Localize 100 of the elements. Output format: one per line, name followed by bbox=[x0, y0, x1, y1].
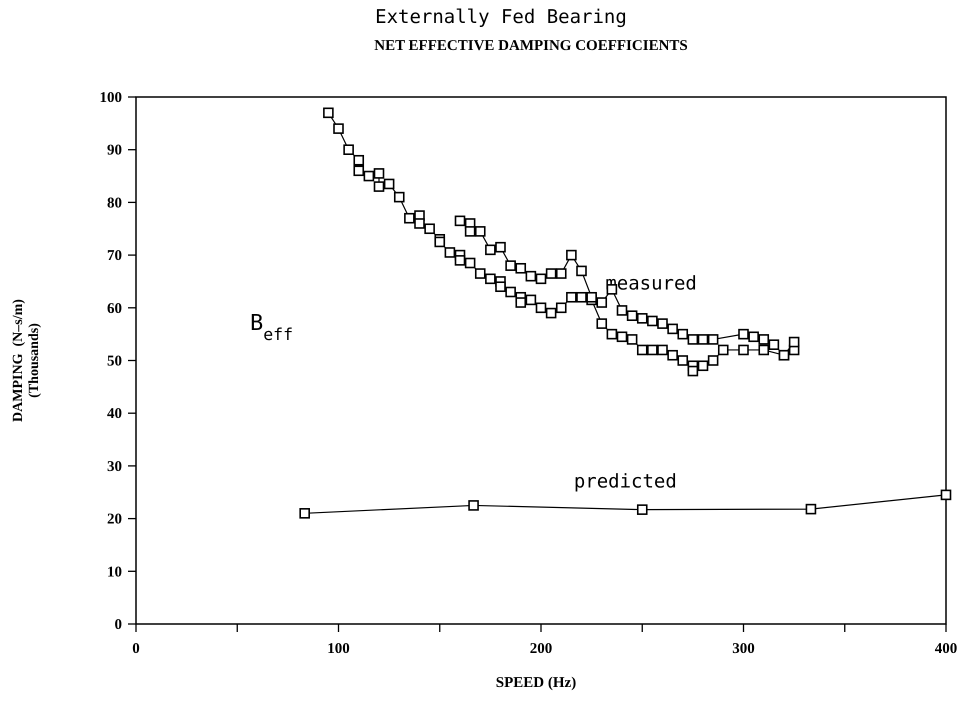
point bbox=[526, 294, 536, 306]
x-axis-title: SPEED (Hz) bbox=[496, 675, 576, 691]
point bbox=[444, 247, 456, 258]
point bbox=[374, 181, 384, 192]
point bbox=[788, 336, 800, 348]
point bbox=[566, 250, 577, 260]
y-tick-label: 0 bbox=[114, 617, 122, 633]
y-tick-label: 60 bbox=[107, 300, 122, 317]
point bbox=[636, 313, 648, 324]
y-axis-title: DAMPING (N–s/m) (Thousands) bbox=[11, 298, 42, 422]
point bbox=[404, 212, 415, 224]
point bbox=[495, 281, 506, 292]
series-label: predicted bbox=[574, 470, 677, 493]
point bbox=[323, 108, 334, 118]
y-tick-label: 30 bbox=[107, 458, 122, 475]
point bbox=[353, 154, 364, 166]
x-tick-label: 200 bbox=[530, 641, 552, 657]
point bbox=[667, 350, 678, 361]
point bbox=[667, 324, 678, 334]
point bbox=[698, 360, 708, 372]
point bbox=[299, 508, 310, 519]
point bbox=[515, 297, 526, 308]
point bbox=[626, 334, 638, 345]
point bbox=[768, 339, 780, 350]
point bbox=[596, 297, 608, 308]
y-tick-label: 80 bbox=[107, 195, 122, 212]
point bbox=[647, 316, 658, 326]
point bbox=[708, 355, 718, 366]
point bbox=[606, 328, 618, 340]
y-tick-label: 50 bbox=[107, 354, 122, 370]
point bbox=[657, 318, 668, 329]
point bbox=[688, 334, 698, 345]
point bbox=[384, 178, 394, 190]
point bbox=[464, 226, 476, 237]
point bbox=[374, 168, 384, 179]
point bbox=[596, 318, 608, 329]
y-tick-label: 10 bbox=[107, 564, 122, 580]
point bbox=[738, 344, 749, 356]
point bbox=[495, 242, 506, 252]
chart-title: Externally Fed Bearing bbox=[375, 6, 627, 28]
point bbox=[698, 334, 708, 345]
x-tick-label: 400 bbox=[934, 641, 958, 657]
point bbox=[647, 344, 658, 356]
point bbox=[688, 366, 698, 376]
point bbox=[806, 504, 816, 514]
point bbox=[758, 344, 770, 356]
point bbox=[364, 170, 374, 182]
point bbox=[566, 292, 577, 303]
chart-subtitle: NET EFFECTIVE DAMPING COEFFICIENTS bbox=[374, 38, 688, 54]
y-tick-label: 100 bbox=[100, 90, 122, 106]
point bbox=[616, 305, 628, 316]
point bbox=[636, 504, 648, 515]
point bbox=[333, 123, 344, 134]
point bbox=[505, 260, 516, 271]
point bbox=[616, 331, 628, 342]
point bbox=[626, 310, 638, 322]
point bbox=[526, 270, 536, 282]
point bbox=[474, 268, 486, 279]
point bbox=[748, 331, 759, 342]
point bbox=[434, 236, 446, 248]
point bbox=[505, 286, 516, 298]
point bbox=[454, 255, 466, 266]
point bbox=[515, 262, 526, 274]
point bbox=[576, 266, 587, 276]
point bbox=[758, 334, 770, 345]
point bbox=[343, 144, 354, 155]
point bbox=[677, 355, 688, 366]
point bbox=[474, 226, 486, 237]
point bbox=[576, 292, 587, 303]
y-tick-label: 20 bbox=[107, 512, 122, 528]
point bbox=[657, 344, 668, 356]
point bbox=[454, 216, 466, 226]
point bbox=[546, 268, 556, 279]
y-tick-label: 90 bbox=[107, 142, 122, 159]
point bbox=[556, 302, 567, 314]
point bbox=[468, 500, 479, 511]
y-tick-label: 40 bbox=[107, 406, 122, 422]
point bbox=[940, 490, 952, 500]
point bbox=[677, 328, 688, 340]
point bbox=[353, 165, 364, 176]
point bbox=[718, 344, 729, 356]
point bbox=[556, 268, 567, 279]
x-tick-label: 0 bbox=[132, 641, 140, 657]
point bbox=[636, 344, 648, 356]
point bbox=[414, 218, 425, 229]
point bbox=[586, 292, 597, 303]
y-tick-label: 70 bbox=[107, 248, 122, 264]
point bbox=[485, 244, 496, 256]
annotation: B$_{eff}$ bbox=[250, 311, 294, 344]
point bbox=[708, 334, 718, 345]
point bbox=[536, 302, 546, 314]
x-tick-label: 100 bbox=[327, 641, 350, 657]
point bbox=[738, 328, 749, 340]
point bbox=[546, 308, 556, 318]
point bbox=[424, 223, 435, 234]
point bbox=[394, 192, 405, 202]
point bbox=[464, 258, 476, 268]
point bbox=[485, 274, 496, 284]
x-tick-label: 300 bbox=[732, 641, 755, 657]
point bbox=[536, 274, 546, 284]
